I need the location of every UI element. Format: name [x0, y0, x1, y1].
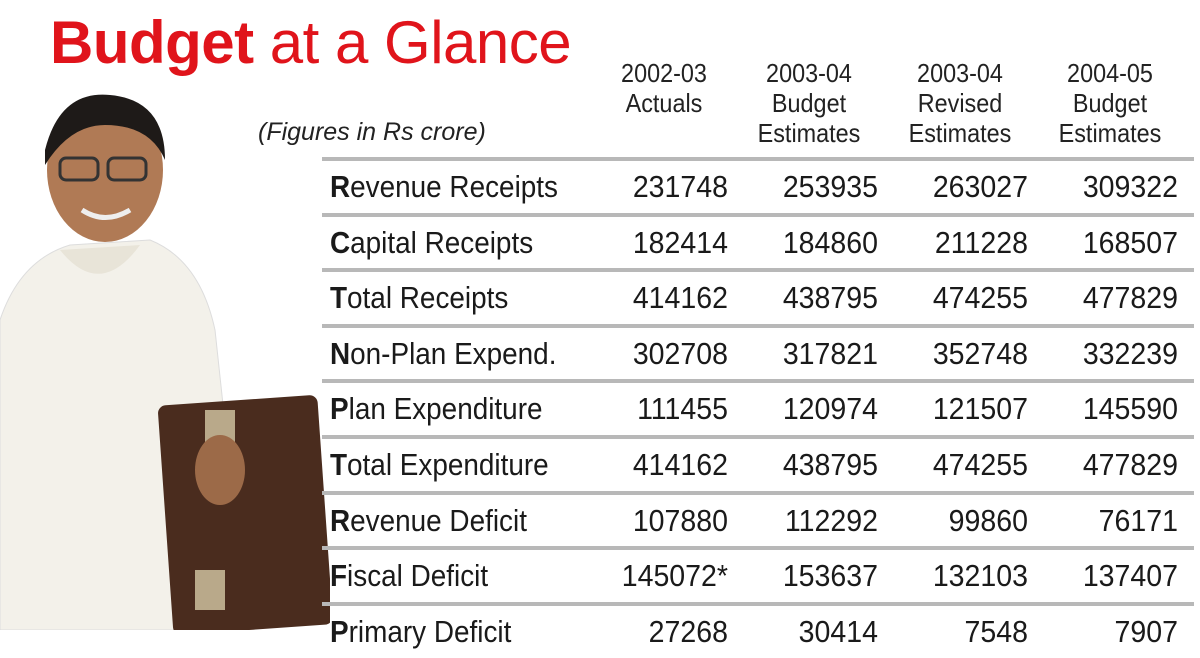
row-label: Total Receipts [330, 280, 509, 316]
table-cell: 184860 [782, 224, 878, 260]
table-row: Capital Receipts 182414 184860 211228 168507 [322, 212, 1194, 269]
col-header-2002-03-actuals: 2002-03 Actuals [621, 58, 707, 118]
table-cell: 211228 [934, 224, 1028, 260]
row-label: Plan Expenditure [330, 391, 543, 427]
table-cell: 27268 [648, 613, 728, 649]
table-cell: 121507 [932, 391, 1028, 427]
table-row: Revenue Deficit 107880 112292 99860 76171 [322, 490, 1194, 547]
table-cell: 182414 [632, 224, 728, 260]
units-note: (Figures in Rs crore) [258, 118, 486, 146]
table-cell: 309322 [1082, 169, 1178, 204]
row-label: Non-Plan Expend. [330, 335, 557, 371]
table-cell: 76171 [1098, 502, 1178, 538]
budget-table: Revenue Receipts 231748 253935 263027 309322… [322, 157, 1194, 657]
table-cell: 414162 [632, 446, 728, 482]
row-label: Primary Deficit [330, 613, 512, 649]
table-row: Fiscal Deficit 145072* 153637 132103 137407 [322, 546, 1194, 602]
table-cell: 111455 [637, 391, 728, 427]
row-label: Revenue Receipts [330, 169, 558, 204]
col-header-2003-04-re: 2003-04 Revised Estimates [908, 58, 1012, 148]
finance-minister-photo [0, 94, 330, 630]
table-cell: 7907 [1114, 613, 1178, 649]
table-cell: 317821 [782, 335, 878, 371]
table-row: Revenue Receipts 231748 253935 263027 309322 [322, 157, 1194, 213]
table-cell: 474255 [932, 280, 1028, 316]
table-cell: 477829 [1082, 446, 1178, 482]
table-row: Total Receipts 414162 438795 474255 477829 [322, 268, 1194, 324]
row-label: Capital Receipts [330, 224, 534, 260]
title-rest: at a Glance [253, 9, 572, 76]
table-row: Non-Plan Expend. 302708 317821 352748 332239 [322, 323, 1194, 380]
table-cell: 120974 [782, 391, 878, 427]
table-cell: 474255 [932, 446, 1028, 482]
table-cell: 477829 [1082, 280, 1178, 316]
title-bold: Budget [50, 9, 254, 76]
row-label: Total Expenditure [330, 446, 549, 482]
col-header-2004-05-be: 2004-05 Budget Estimates [1058, 58, 1162, 148]
table-row: Total Expenditure 414162 438795 474255 47782… [322, 434, 1194, 491]
table-cell: 263027 [932, 169, 1028, 204]
table-cell: 137407 [1082, 558, 1178, 594]
table-cell: 107880 [632, 502, 728, 538]
table-cell: 30414 [798, 613, 878, 649]
table-cell: 253935 [782, 169, 878, 204]
table-cell: 168507 [1082, 224, 1178, 260]
row-label: Revenue Deficit [330, 502, 527, 538]
table-cell: 112292 [784, 502, 878, 538]
table-cell: 132103 [932, 558, 1028, 594]
table-row: Plan Expenditure 111455 120974 121507 145590 [322, 379, 1194, 435]
table-cell: 153637 [782, 558, 878, 594]
table-cell: 414162 [632, 280, 728, 316]
table-cell: 332239 [1082, 335, 1178, 371]
table-cell: 438795 [782, 446, 878, 482]
table-cell: 231748 [632, 169, 728, 204]
table-cell: 145072* [621, 558, 728, 594]
col-header-2003-04-be: 2003-04 Budget Estimates [757, 58, 861, 148]
table-cell: 145590 [1082, 391, 1178, 427]
row-label: Fiscal Deficit [330, 558, 489, 594]
table-cell: 438795 [782, 280, 878, 316]
table-cell: 99860 [948, 502, 1028, 538]
page-title: Budget at a Glance [50, 8, 572, 77]
table-cell: 352748 [932, 335, 1028, 371]
table-cell: 302708 [632, 335, 728, 371]
table-cell: 7548 [964, 613, 1028, 649]
